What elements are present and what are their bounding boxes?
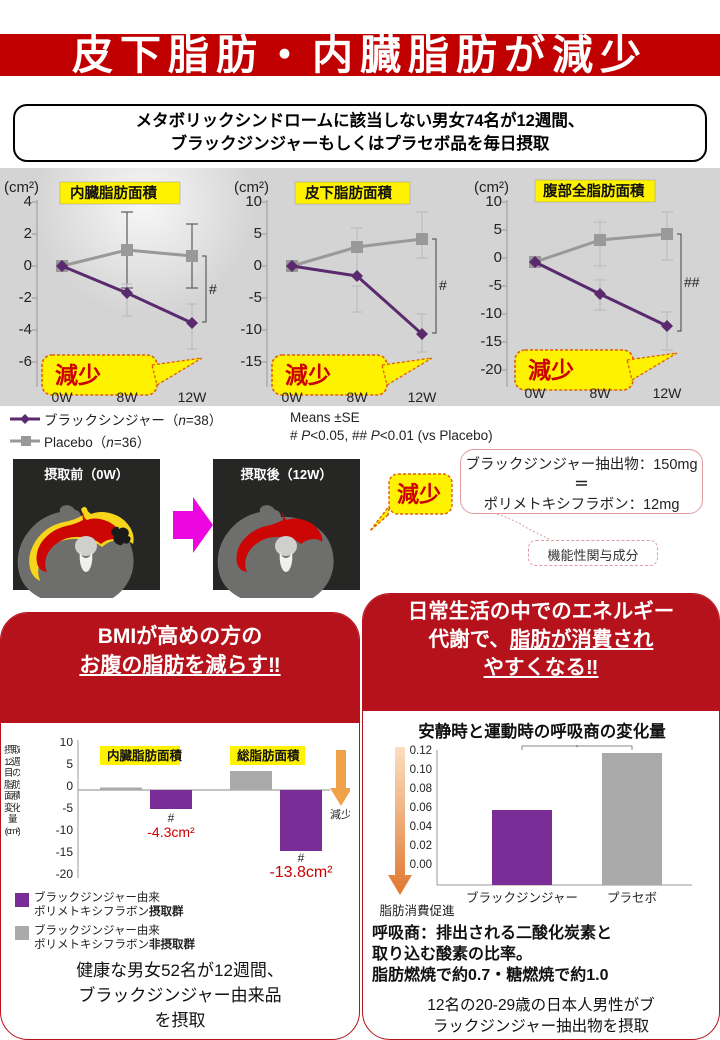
svg-text:#: # [439, 277, 447, 293]
svg-text:-10: -10 [240, 321, 262, 338]
svg-text:0W: 0W [525, 385, 547, 401]
svg-text:-2: -2 [19, 289, 32, 306]
svg-text:2: 2 [24, 225, 32, 242]
svg-text:-20: -20 [56, 867, 74, 881]
svg-text:-4: -4 [19, 321, 32, 338]
svg-text:-10: -10 [56, 823, 74, 837]
svg-text:減少: 減少 [528, 357, 574, 383]
svg-text:#: # [209, 281, 217, 297]
svg-text:##: ## [684, 274, 700, 290]
svg-text:-13.8cm²: -13.8cm² [269, 864, 333, 881]
svg-text:5: 5 [254, 225, 262, 242]
svg-text:内臓脂肪面積: 内臓脂肪面積 [107, 748, 183, 763]
svg-text:-15: -15 [480, 333, 502, 350]
svg-text:0.02: 0.02 [410, 840, 432, 852]
svg-text:0.12: 0.12 [410, 745, 432, 757]
svg-text:-10: -10 [480, 305, 502, 322]
svg-text:5: 5 [66, 757, 73, 771]
svg-text:内臓脂肪面積: 内臓脂肪面積 [70, 184, 157, 202]
svg-text:10: 10 [485, 193, 502, 210]
svg-text:-6: -6 [19, 353, 32, 370]
svg-text:減少: 減少 [397, 482, 441, 507]
svg-text:-4.3cm²: -4.3cm² [147, 824, 195, 840]
svg-text:0: 0 [494, 249, 502, 266]
svg-text:8W: 8W [117, 389, 139, 402]
svg-text:8W: 8W [590, 385, 612, 401]
svg-text:減少: 減少 [285, 362, 331, 388]
svg-text:0: 0 [254, 257, 262, 274]
svg-text:皮下脂肪面積: 皮下脂肪面積 [305, 184, 392, 202]
svg-text:-5: -5 [249, 289, 262, 306]
svg-text:-15: -15 [240, 353, 262, 370]
svg-text:#: # [298, 851, 305, 865]
svg-text:0W: 0W [52, 389, 74, 402]
svg-text:0.04: 0.04 [410, 821, 433, 833]
svg-text:12W: 12W [408, 389, 438, 402]
svg-text:12W: 12W [653, 385, 683, 401]
svg-text:0W: 0W [282, 389, 304, 402]
svg-text:0: 0 [66, 779, 73, 793]
svg-text:5: 5 [494, 221, 502, 238]
svg-text:8W: 8W [347, 389, 369, 402]
svg-text:0.06: 0.06 [410, 802, 432, 814]
svg-text:0.00: 0.00 [410, 859, 432, 871]
svg-text:4: 4 [24, 193, 32, 210]
svg-text:腹部全脂肪面積: 腹部全脂肪面積 [543, 182, 645, 200]
svg-text:(cm²): (cm²) [4, 179, 39, 196]
svg-text:ブラックジンジャー: ブラックジンジャー [466, 890, 578, 905]
svg-text:10: 10 [60, 738, 74, 749]
svg-text:10: 10 [245, 193, 262, 210]
svg-text:-5: -5 [489, 277, 502, 294]
svg-text:0: 0 [24, 257, 32, 274]
svg-text:12W: 12W [178, 389, 208, 402]
svg-text:減少: 減少 [55, 362, 101, 388]
svg-text:減少: 減少 [330, 807, 350, 821]
svg-text:総脂肪面積: 総脂肪面積 [237, 748, 300, 763]
svg-text:0.10: 0.10 [410, 764, 432, 776]
svg-text:0.08: 0.08 [410, 783, 432, 795]
svg-text:＊: ＊ [571, 745, 583, 750]
svg-text:-20: -20 [480, 361, 502, 378]
svg-text:-5: -5 [62, 801, 73, 815]
svg-text:-15: -15 [56, 845, 74, 859]
svg-text:#: # [168, 811, 175, 825]
svg-text:プラセボ: プラセボ [607, 891, 657, 905]
